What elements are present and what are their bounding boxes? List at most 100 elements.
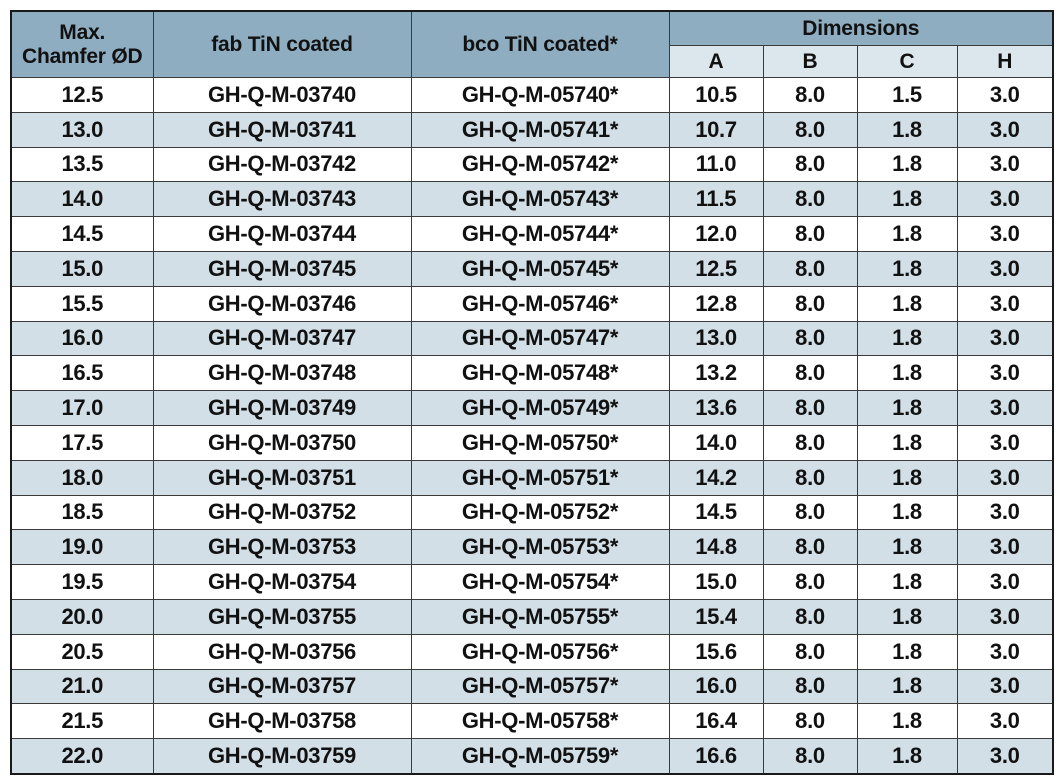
cell-dim-h: 3.0 bbox=[956, 181, 1054, 218]
header-dim-c: C bbox=[856, 45, 958, 78]
cell-dim-h: 3.0 bbox=[956, 250, 1054, 287]
cell-bco-code: GH-Q-M-05754* bbox=[410, 564, 670, 600]
cell-dim-h: 3.0 bbox=[956, 668, 1054, 705]
cell-dim-a: 11.0 bbox=[668, 146, 764, 183]
cell-fab-code: GH-Q-M-03751 bbox=[152, 459, 412, 496]
cell-fab-code: GH-Q-M-03754 bbox=[152, 564, 412, 600]
cell-chamfer: 13.0 bbox=[10, 111, 154, 148]
table-row: 18.0 GH-Q-M-03751 GH-Q-M-05751* 14.2 8.0 1.8 3… bbox=[10, 459, 1054, 496]
cell-dim-b: 8.0 bbox=[762, 390, 858, 426]
cell-chamfer: 14.0 bbox=[10, 181, 154, 218]
cell-chamfer: 20.5 bbox=[10, 633, 154, 670]
cell-bco-code: GH-Q-M-05750* bbox=[410, 424, 670, 461]
cell-dim-a: 12.5 bbox=[668, 250, 764, 287]
cell-dim-b: 8.0 bbox=[762, 216, 858, 252]
cell-dim-a: 12.0 bbox=[668, 216, 764, 252]
cell-fab-code: GH-Q-M-03745 bbox=[152, 250, 412, 287]
cell-dim-c: 1.8 bbox=[856, 390, 958, 426]
cell-dim-b: 8.0 bbox=[762, 146, 858, 183]
cell-dim-c: 1.8 bbox=[856, 320, 958, 357]
header-chamfer-label: Max. Chamfer ØD bbox=[21, 20, 143, 68]
cell-dim-b: 8.0 bbox=[762, 77, 858, 113]
cell-dim-a: 16.4 bbox=[668, 703, 764, 740]
cell-dim-c: 1.8 bbox=[856, 111, 958, 148]
cell-bco-code: GH-Q-M-05753* bbox=[410, 529, 670, 566]
cell-dim-b: 8.0 bbox=[762, 494, 858, 531]
cell-chamfer: 18.0 bbox=[10, 459, 154, 496]
cell-chamfer: 22.0 bbox=[10, 738, 154, 775]
cell-chamfer: 12.5 bbox=[10, 77, 154, 113]
cell-bco-code: GH-Q-M-05742* bbox=[410, 146, 670, 183]
cell-dim-h: 3.0 bbox=[956, 633, 1054, 670]
cell-dim-b: 8.0 bbox=[762, 459, 858, 496]
cell-dim-b: 8.0 bbox=[762, 598, 858, 635]
header-dim-b: B bbox=[762, 45, 858, 78]
cell-dim-b: 8.0 bbox=[762, 529, 858, 566]
cell-chamfer: 19.0 bbox=[10, 529, 154, 566]
cell-dim-c: 1.5 bbox=[856, 77, 958, 113]
cell-bco-code: GH-Q-M-05756* bbox=[410, 633, 670, 670]
table-row: 14.5 GH-Q-M-03744 GH-Q-M-05744* 12.0 8.0 1.8 3… bbox=[10, 216, 1054, 252]
cell-dim-c: 1.8 bbox=[856, 668, 958, 705]
cell-dim-b: 8.0 bbox=[762, 738, 858, 775]
cell-dim-a: 13.0 bbox=[668, 320, 764, 357]
cell-dim-a: 14.8 bbox=[668, 529, 764, 566]
cell-bco-code: GH-Q-M-05752* bbox=[410, 494, 670, 531]
table-row: 19.5 GH-Q-M-03754 GH-Q-M-05754* 15.0 8.0 1.8 3… bbox=[10, 564, 1054, 600]
cell-fab-code: GH-Q-M-03746 bbox=[152, 285, 412, 322]
cell-dim-a: 10.7 bbox=[668, 111, 764, 148]
cell-dim-c: 1.8 bbox=[856, 738, 958, 775]
cell-dim-h: 3.0 bbox=[956, 320, 1054, 357]
cell-dim-b: 8.0 bbox=[762, 703, 858, 740]
cell-chamfer: 16.0 bbox=[10, 320, 154, 357]
cell-dim-c: 1.8 bbox=[856, 424, 958, 461]
table-row: 16.0 GH-Q-M-03747 GH-Q-M-05747* 13.0 8.0 1.8 3… bbox=[10, 320, 1054, 357]
table-row: 20.0 GH-Q-M-03755 GH-Q-M-05755* 15.4 8.0 1.8 3… bbox=[10, 598, 1054, 635]
header-chamfer: Max. Chamfer ØD bbox=[10, 10, 154, 78]
cell-dim-h: 3.0 bbox=[956, 146, 1054, 183]
cell-fab-code: GH-Q-M-03749 bbox=[152, 390, 412, 426]
cell-dim-c: 1.8 bbox=[856, 703, 958, 740]
cell-dim-h: 3.0 bbox=[956, 424, 1054, 461]
cell-dim-c: 1.8 bbox=[856, 598, 958, 635]
cell-dim-c: 1.8 bbox=[856, 216, 958, 252]
header-row-top: Max. Chamfer ØD fab TiN coated bco TiN c… bbox=[10, 10, 1054, 78]
table-row: 20.5 GH-Q-M-03756 GH-Q-M-05756* 15.6 8.0 1.8 3… bbox=[10, 633, 1054, 670]
cell-bco-code: GH-Q-M-05751* bbox=[410, 459, 670, 496]
cell-fab-code: GH-Q-M-03757 bbox=[152, 668, 412, 705]
cell-fab-code: GH-Q-M-03756 bbox=[152, 633, 412, 670]
cell-fab-code: GH-Q-M-03742 bbox=[152, 146, 412, 183]
cell-bco-code: GH-Q-M-05741* bbox=[410, 111, 670, 148]
cell-bco-code: GH-Q-M-05755* bbox=[410, 598, 670, 635]
cell-dim-h: 3.0 bbox=[956, 598, 1054, 635]
cell-dim-b: 8.0 bbox=[762, 181, 858, 218]
cell-dim-a: 15.4 bbox=[668, 598, 764, 635]
cell-bco-code: GH-Q-M-05746* bbox=[410, 285, 670, 322]
table-row: 13.0 GH-Q-M-03741 GH-Q-M-05741* 10.7 8.0 1.8 3… bbox=[10, 111, 1054, 148]
table-row: 12.5 GH-Q-M-03740 GH-Q-M-05740* 10.5 8.0 1.5 3… bbox=[10, 77, 1054, 113]
cell-dim-h: 3.0 bbox=[956, 216, 1054, 252]
cell-dim-b: 8.0 bbox=[762, 633, 858, 670]
cell-bco-code: GH-Q-M-05748* bbox=[410, 355, 670, 392]
product-table-container: Max. Chamfer ØD fab TiN coated bco TiN c… bbox=[10, 10, 1054, 775]
cell-dim-a: 15.0 bbox=[668, 564, 764, 600]
table-row: 16.5 GH-Q-M-03748 GH-Q-M-05748* 13.2 8.0 1.8 3… bbox=[10, 355, 1054, 392]
cell-fab-code: GH-Q-M-03740 bbox=[152, 77, 412, 113]
header-dim-h: H bbox=[956, 45, 1054, 78]
cell-chamfer: 13.5 bbox=[10, 146, 154, 183]
cell-dim-b: 8.0 bbox=[762, 424, 858, 461]
table-row: 17.0 GH-Q-M-03749 GH-Q-M-05749* 13.6 8.0 1.8 3… bbox=[10, 390, 1054, 426]
cell-fab-code: GH-Q-M-03755 bbox=[152, 598, 412, 635]
cell-dim-c: 1.8 bbox=[856, 285, 958, 322]
cell-fab-code: GH-Q-M-03759 bbox=[152, 738, 412, 775]
cell-dim-b: 8.0 bbox=[762, 285, 858, 322]
cell-fab-code: GH-Q-M-03750 bbox=[152, 424, 412, 461]
cell-bco-code: GH-Q-M-05743* bbox=[410, 181, 670, 218]
table-row: 17.5 GH-Q-M-03750 GH-Q-M-05750* 14.0 8.0 1.8 3… bbox=[10, 424, 1054, 461]
cell-dim-h: 3.0 bbox=[956, 111, 1054, 148]
cell-dim-a: 10.5 bbox=[668, 77, 764, 113]
table-row: 13.5 GH-Q-M-03742 GH-Q-M-05742* 11.0 8.0 1.8 3… bbox=[10, 146, 1054, 183]
header-fab: fab TiN coated bbox=[152, 10, 412, 78]
cell-dim-b: 8.0 bbox=[762, 355, 858, 392]
cell-dim-h: 3.0 bbox=[956, 564, 1054, 600]
